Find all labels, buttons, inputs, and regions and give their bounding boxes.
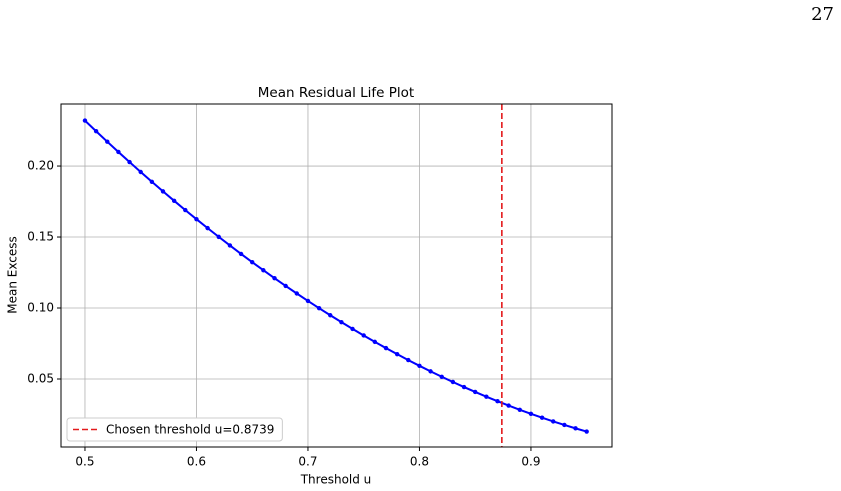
data-point — [227, 243, 233, 248]
data-point — [250, 259, 255, 265]
data-line — [84, 119, 587, 433]
data-point — [305, 298, 311, 304]
y-tick-label: 0.05 — [27, 371, 54, 385]
data-point — [183, 207, 188, 213]
data-point — [350, 326, 355, 332]
x-tick-label: 0.7 — [298, 455, 317, 469]
data-point — [127, 159, 132, 165]
data-point — [495, 399, 500, 404]
data-point — [506, 403, 511, 408]
x-axis-label: Threshold u — [300, 473, 372, 487]
data-point — [528, 411, 534, 417]
data-point — [261, 268, 266, 273]
data-point — [372, 339, 378, 345]
y-tick-label: 0.15 — [27, 230, 54, 244]
data-point — [439, 374, 444, 379]
data-point — [472, 389, 478, 395]
y-tick-label: 0.10 — [27, 301, 54, 315]
data-point — [361, 333, 366, 338]
data-point — [339, 319, 344, 325]
data-point — [539, 415, 545, 420]
data-point — [171, 198, 177, 204]
legend-box — [66, 417, 283, 442]
data-point — [205, 225, 210, 231]
data-point — [584, 429, 589, 434]
data-point — [149, 179, 155, 184]
plot-frame — [60, 103, 613, 448]
data-point — [294, 291, 300, 296]
y-axis-label: Mean Excess — [6, 236, 20, 313]
data-point — [484, 394, 489, 399]
data-point — [272, 275, 277, 281]
data-point — [383, 345, 389, 351]
data-point — [138, 169, 143, 175]
x-tick-label: 0.9 — [521, 455, 540, 469]
data-point — [573, 426, 578, 431]
data-point — [82, 118, 88, 123]
data-point — [406, 357, 411, 363]
data-point — [461, 384, 467, 390]
data-point — [283, 283, 288, 289]
legend-label: Chosen threshold u=0.8739 — [106, 423, 274, 437]
chart-title: Mean Residual Life Plot — [258, 85, 414, 101]
page-number: 27 — [811, 4, 834, 25]
x-tick-label: 0.5 — [75, 455, 94, 469]
y-tick-label: 0.20 — [27, 159, 54, 173]
data-point — [93, 129, 99, 134]
data-point — [328, 313, 333, 318]
data-point — [394, 351, 400, 357]
x-tick-label: 0.8 — [410, 455, 429, 469]
data-point — [194, 216, 199, 222]
data-point — [116, 149, 121, 155]
data-point — [562, 422, 567, 428]
data-point — [105, 139, 110, 144]
x-tick-label: 0.6 — [187, 455, 206, 469]
data-point — [450, 379, 456, 385]
data-point — [316, 305, 322, 311]
data-point — [551, 419, 556, 424]
data-point — [216, 234, 221, 240]
data-point — [238, 251, 244, 257]
data-point — [428, 369, 433, 374]
data-point — [417, 363, 422, 369]
data-point — [517, 407, 522, 413]
data-point — [160, 189, 166, 194]
